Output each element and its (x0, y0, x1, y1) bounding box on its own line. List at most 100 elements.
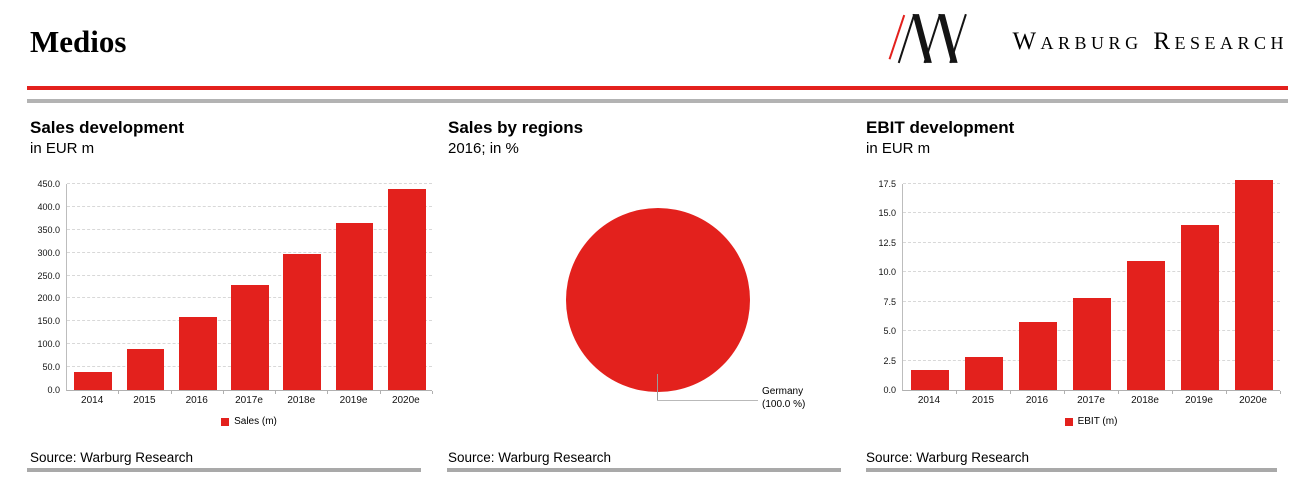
chart-subtitle: 2016; in % (448, 140, 519, 157)
chart-title: Sales by regions (448, 118, 584, 137)
gridline (903, 183, 1280, 184)
gridline (67, 228, 432, 230)
chart-title: EBIT development (866, 118, 1015, 137)
axis-tick (1118, 391, 1119, 394)
bar-2020e (388, 188, 426, 390)
sales-bar-chart: 0.0 50.0 100.0 150.0 200.0 250.0 300.0 350.0 400… (30, 178, 433, 408)
x-tick-label: 2017e (235, 395, 263, 406)
brand-name: Warburg Research (1012, 28, 1288, 55)
gridline (903, 212, 1280, 214)
header-rule-red (27, 86, 1288, 90)
y-tick-label: 15.0 (878, 208, 896, 219)
legend-swatch (1064, 417, 1073, 426)
plot-area (902, 180, 1280, 391)
bar-2014 (74, 371, 112, 390)
gridline (67, 274, 432, 276)
bar-2015 (964, 357, 1004, 390)
bar-2014 (910, 370, 950, 390)
y-tick-label: 150.0 (37, 316, 60, 327)
y-tick-label: 7.5 (883, 296, 896, 307)
x-tick-label: 2014 (917, 395, 941, 406)
source-divider (447, 468, 841, 472)
axis-tick (956, 391, 957, 394)
pie-slice-value: (100.0 %) (762, 398, 806, 410)
x-tick-label: 2020e (391, 395, 420, 406)
y-tick-label: 300.0 (37, 247, 60, 258)
axis-tick (1064, 391, 1065, 394)
bar-2016 (178, 316, 217, 390)
source-note: Source: Warburg Research (30, 450, 194, 465)
y-tick-label: 50.0 (42, 362, 60, 373)
gridline (903, 271, 1280, 273)
gridline (67, 251, 432, 253)
bar-2017e (231, 284, 269, 390)
bar-2019e (335, 222, 374, 390)
panel-sales-development: Sales development in EUR m 0.0 50.0 100.0 1… (27, 112, 433, 499)
pie-callout-line (657, 400, 758, 401)
bar-2018e (283, 254, 322, 390)
warburg-logo-icon (884, 10, 976, 68)
axis-tick (170, 391, 172, 394)
axis-tick (1010, 391, 1011, 394)
gridline (67, 183, 432, 184)
ebit-bar-chart: 0.0 2.5 5.0 7.5 10.0 12.5 15.0 17.5 2014 2015 2016… (866, 178, 1281, 408)
x-tick-label: 2015 (133, 395, 156, 406)
pie-callout-line (657, 374, 658, 400)
bar-2015 (126, 348, 165, 390)
axis-tick (1226, 391, 1227, 394)
plot-area (66, 183, 432, 391)
chart-title: Sales development (30, 118, 185, 137)
bar-2016 (1018, 321, 1058, 390)
source-note: Source: Warburg Research (866, 450, 1030, 465)
axis-tick (222, 391, 224, 394)
y-tick-label: 250.0 (37, 270, 60, 281)
gridline (903, 241, 1280, 243)
x-tick-label: 2018e (1131, 395, 1159, 406)
y-tick-label: 17.5 (878, 179, 896, 189)
regions-pie-chart (566, 208, 750, 392)
panel-sales-by-regions: Sales by regions 2016; in % Germany (100… (447, 112, 842, 499)
axis-tick (275, 391, 277, 394)
y-tick-label: 0.0 (47, 385, 60, 395)
x-tick-label: 2019e (339, 395, 368, 406)
ebit-legend: EBIT (m) (902, 416, 1280, 427)
y-tick-label: 100.0 (37, 339, 60, 350)
bar-2017e (1072, 298, 1112, 390)
y-tick-label: 200.0 (37, 293, 60, 304)
legend-swatch (221, 417, 230, 426)
x-tick-label: 2014 (81, 395, 104, 406)
chart-subtitle: in EUR m (866, 140, 931, 157)
chart-subtitle: in EUR m (30, 140, 95, 157)
bar-2018e (1126, 260, 1166, 390)
y-tick-label: 400.0 (37, 201, 60, 212)
legend-label: EBIT (m) (1077, 416, 1118, 427)
legend-label: Sales (m) (234, 416, 277, 427)
bar-2020e (1234, 180, 1274, 390)
page-title: Medios (30, 24, 127, 59)
source-note: Source: Warburg Research (448, 450, 612, 465)
header-rule-gray (27, 99, 1288, 103)
axis-tick (1280, 391, 1281, 394)
source-divider (27, 468, 421, 472)
y-tick-label: 10.0 (878, 267, 896, 278)
gridline (67, 205, 432, 207)
x-tick-label: 2015 (971, 395, 995, 406)
x-tick-label: 2017e (1077, 395, 1105, 406)
y-tick-label: 450.0 (37, 179, 60, 189)
sales-legend: Sales (m) (66, 416, 432, 427)
pie-slice-label: Germany (100.0 %) (762, 386, 805, 411)
axis-tick (379, 391, 381, 394)
x-tick-label: 2018e (287, 395, 316, 406)
axis-tick (1172, 391, 1173, 394)
y-tick-label: 2.5 (883, 355, 896, 366)
bar-2019e (1180, 225, 1220, 390)
x-tick-label: 2019e (1185, 395, 1213, 406)
panel-ebit-development: EBIT development in EUR m 0.0 2.5 5.0 7.5 10… (866, 112, 1281, 499)
axis-tick (432, 391, 433, 394)
pie-slice-name: Germany (762, 386, 804, 397)
axis-tick (118, 391, 120, 394)
x-tick-label: 2016 (185, 395, 208, 406)
y-tick-label: 350.0 (37, 224, 60, 235)
axis-tick (327, 391, 329, 394)
